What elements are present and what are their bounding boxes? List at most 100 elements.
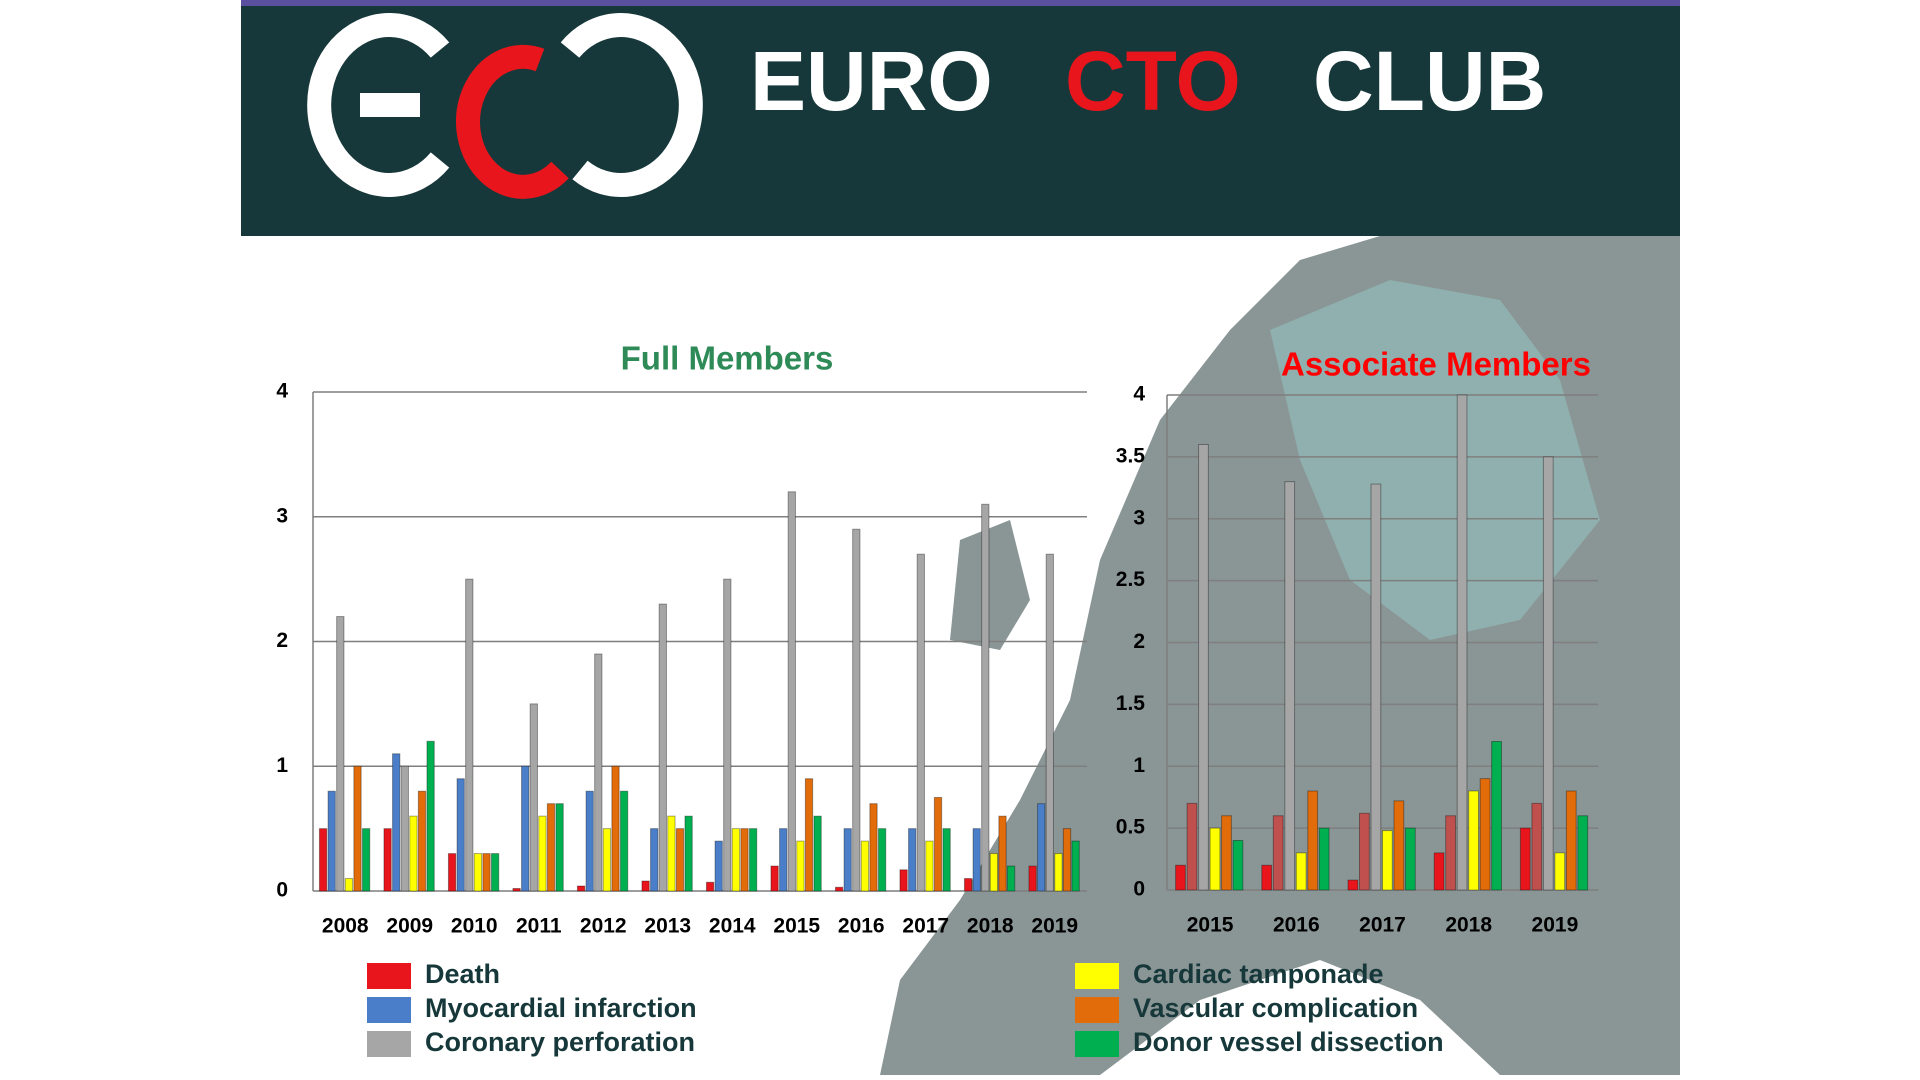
bar <box>1542 456 1554 891</box>
bar <box>1175 864 1186 891</box>
y-tick-label: 2 <box>1133 630 1145 653</box>
bar <box>667 815 676 892</box>
bar <box>705 881 715 892</box>
bar <box>925 840 934 892</box>
bar <box>1318 827 1330 891</box>
brand-word: CTO <box>1065 34 1241 128</box>
bar <box>1054 853 1063 892</box>
bar <box>650 828 659 892</box>
x-tick-label: 2010 <box>451 915 498 938</box>
bar <box>327 790 336 892</box>
bar <box>465 578 474 892</box>
legend-swatch <box>1075 997 1119 1023</box>
header-band <box>241 0 1680 236</box>
bar <box>529 703 538 892</box>
legend-label: Vascular complication <box>1133 993 1418 1023</box>
bar <box>813 815 822 892</box>
bar <box>869 803 878 892</box>
legend-label: Death <box>425 959 500 989</box>
x-tick-label: 2018 <box>1445 914 1492 937</box>
bar <box>490 853 500 892</box>
bar <box>1456 394 1468 891</box>
bar <box>641 880 650 892</box>
y-tick-label: 4 <box>1133 383 1145 406</box>
bar <box>344 878 354 892</box>
bar <box>426 740 435 892</box>
bar <box>409 815 418 892</box>
bar <box>834 886 844 892</box>
legend-label: Cardiac tamponade <box>1133 959 1384 989</box>
bar <box>916 553 925 892</box>
bar <box>1071 840 1080 892</box>
bar <box>456 778 465 892</box>
bar <box>611 765 620 892</box>
y-tick-label: 0 <box>1133 878 1145 901</box>
bar <box>1028 865 1037 892</box>
header-line <box>241 0 1680 6</box>
x-tick-label: 2015 <box>1187 914 1234 937</box>
y-tick-label: 2.5 <box>1116 568 1146 591</box>
bar <box>1404 827 1416 891</box>
bar <box>1186 802 1198 891</box>
logo <box>307 13 703 199</box>
bar <box>1554 852 1566 891</box>
bar <box>555 803 564 892</box>
bar <box>1445 815 1456 891</box>
legend-label: Donor vessel dissection <box>1133 1027 1444 1057</box>
bar <box>1006 865 1016 892</box>
bar <box>843 828 852 892</box>
bar <box>933 796 943 892</box>
bar <box>1045 553 1054 892</box>
chart-title: Full Members <box>621 340 834 377</box>
x-tick-label: 2011 <box>516 915 562 938</box>
bar <box>723 578 732 892</box>
bar <box>1062 828 1072 892</box>
y-tick-label: 0 <box>276 879 288 902</box>
x-tick-label: 2016 <box>1273 914 1320 937</box>
chart-title: Associate Members <box>1281 346 1591 383</box>
bar <box>417 790 427 892</box>
y-tick-label: 1 <box>1133 754 1145 777</box>
bar <box>336 616 345 892</box>
bar <box>972 828 981 892</box>
bar <box>1531 802 1543 891</box>
bar <box>852 528 861 892</box>
bar <box>482 853 491 892</box>
bar <box>860 840 870 892</box>
brand-word: EURO <box>750 34 993 128</box>
x-tick-label: 2018 <box>967 915 1014 938</box>
bar <box>1221 815 1232 891</box>
legend-swatch <box>1075 1031 1119 1057</box>
x-tick-label: 2009 <box>386 915 433 938</box>
bar <box>447 853 457 892</box>
bar <box>675 828 685 892</box>
bar <box>731 828 741 892</box>
bar <box>998 815 1007 892</box>
y-tick-label: 0.5 <box>1116 816 1146 839</box>
bar <box>1359 812 1370 891</box>
y-tick-label: 4 <box>276 380 288 403</box>
bar <box>942 828 951 892</box>
y-tick-label: 2 <box>276 629 288 652</box>
bar <box>1565 790 1577 891</box>
bar <box>473 853 483 892</box>
bar <box>1295 852 1307 891</box>
legend-swatch <box>367 963 411 989</box>
brand-word: CLUB <box>1313 34 1546 128</box>
bar <box>877 828 887 892</box>
bar <box>546 803 556 892</box>
bar <box>585 790 594 892</box>
bar <box>787 491 796 892</box>
map-island <box>950 520 1030 650</box>
bar <box>899 869 908 892</box>
x-tick-label: 2019 <box>1532 914 1579 937</box>
bar <box>594 653 603 892</box>
bar <box>521 765 530 892</box>
y-tick-label: 3 <box>276 504 288 527</box>
bar <box>1209 827 1221 891</box>
bar <box>1577 815 1589 891</box>
bar <box>740 828 749 892</box>
bar <box>796 840 805 892</box>
bar <box>1433 852 1445 891</box>
